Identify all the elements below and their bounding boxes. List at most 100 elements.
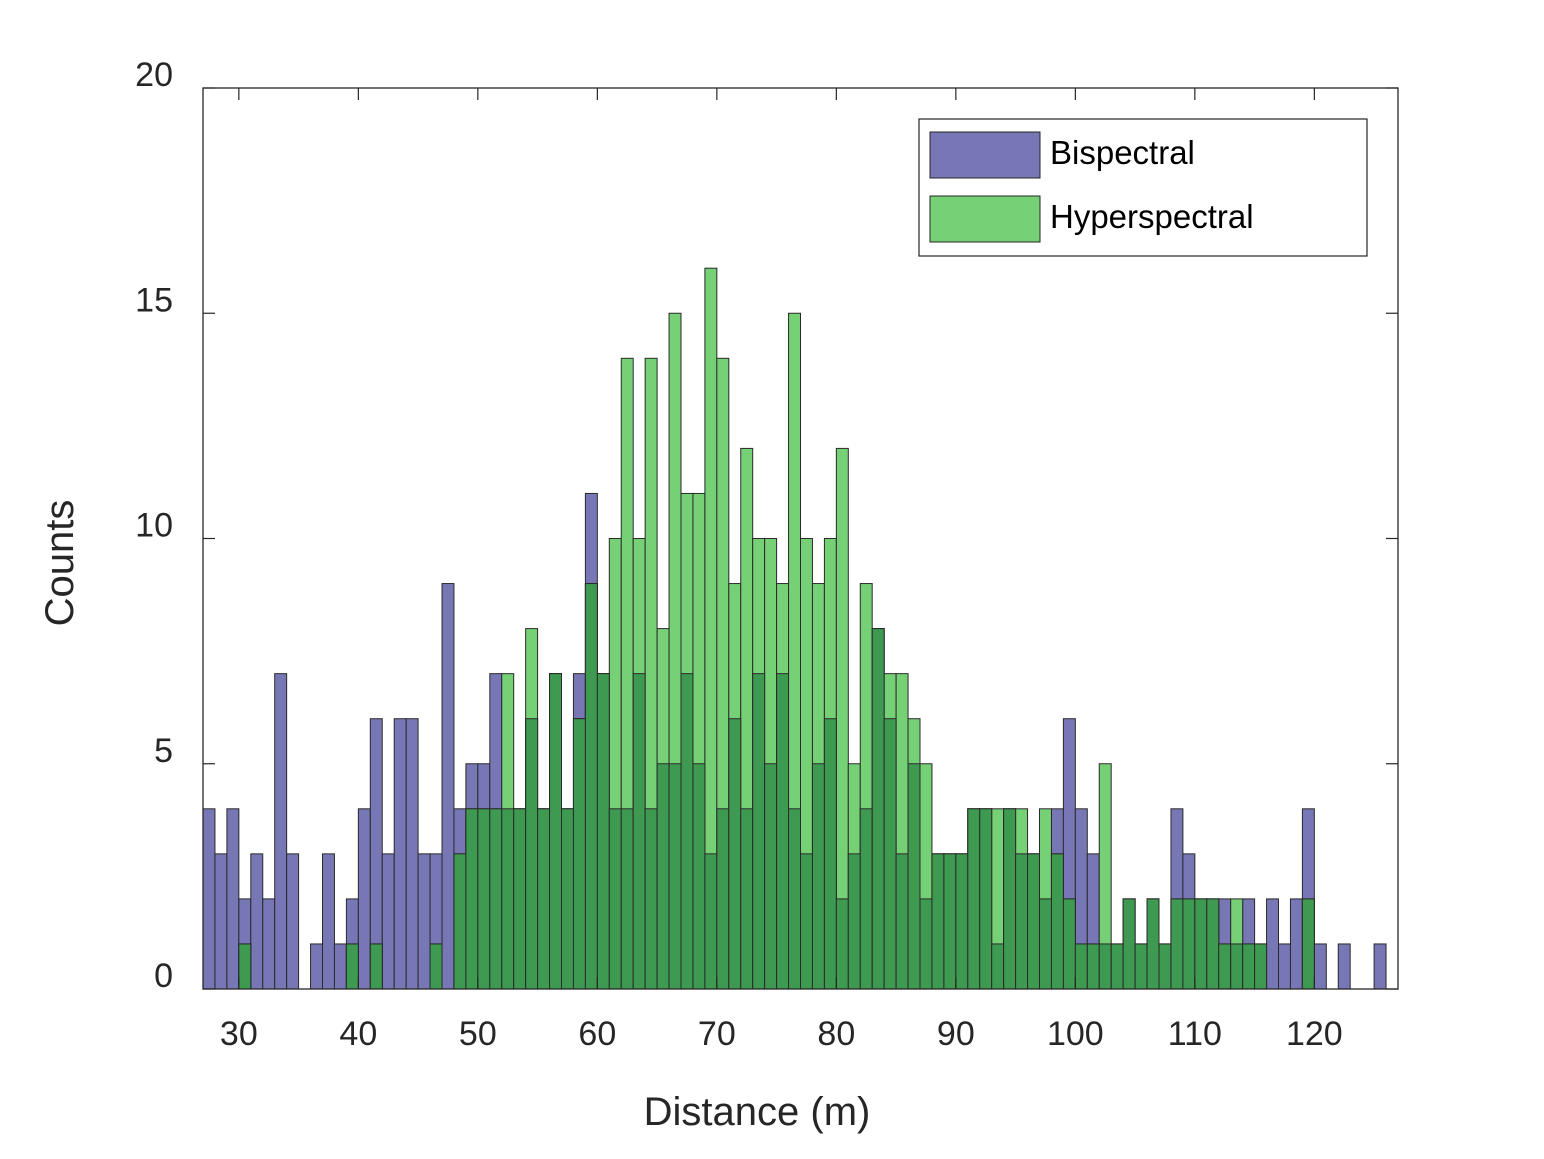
bar-overlap [608,808,622,990]
x-tick-labels: 30 40 50 60 70 80 90 100 110 120 [220,1015,1343,1053]
bar-overlap [919,898,933,990]
bar-overlap [811,763,825,990]
bar-overlap [800,853,813,990]
bar-bispectral [274,673,288,990]
bar-bispectral [1289,898,1303,990]
y-tick-label: 0 [154,957,173,995]
bar-overlap [1110,943,1124,990]
bar-bispectral [1337,943,1351,990]
bar-overlap [704,853,718,990]
bar-overlap [907,763,921,990]
bar-overlap [1206,898,1220,990]
bar-overlap [465,808,479,990]
bar-overlap [1146,898,1160,990]
bar-overlap [1003,808,1017,990]
bar-overlap [1301,898,1315,990]
bar-overlap [943,853,957,990]
bar-overlap [369,943,383,990]
bar-bispectral [441,583,455,990]
bar-bispectral [333,943,347,990]
bar-bispectral [1373,943,1387,990]
bar-overlap [692,763,706,990]
bar-overlap [680,673,694,990]
bar-overlap [1050,853,1064,990]
x-tick-label: 50 [459,1015,497,1053]
bar-overlap [1230,943,1244,990]
bar-overlap [345,943,359,990]
bar-bispectral [226,808,240,990]
bar-overlap [967,808,981,990]
bar-overlap [644,808,658,990]
bar-overlap [764,763,778,990]
bar-bispectral [214,853,228,990]
bar-overlap [632,673,646,990]
bar-overlap [1122,898,1136,990]
x-tick-label: 80 [817,1015,855,1053]
series-overlap-bars [238,583,1315,990]
y-axis-title: Counts [38,500,82,627]
bar-overlap [776,673,790,990]
legend: Bispectral Hyperspectral [918,118,1368,257]
bar-overlap [429,943,443,990]
x-axis-title: Distance (m) [644,1090,871,1134]
bar-overlap [752,673,766,990]
bar-bispectral [202,808,216,990]
x-tick-label: 40 [339,1015,377,1053]
bar-overlap [931,853,945,990]
bar-overlap [1194,898,1208,990]
bar-overlap [549,673,562,990]
bar-overlap [501,808,515,990]
bar-overlap [584,583,598,990]
bar-overlap [823,718,837,990]
bar-overlap [1098,943,1112,990]
x-tick-label: 100 [1047,1015,1104,1053]
bar-bispectral [250,853,264,990]
bar-bispectral [357,808,371,990]
y-tick-label: 15 [135,281,173,319]
bar-overlap [1242,943,1256,990]
y-tick-label: 5 [154,732,173,770]
y-tick-label: 10 [135,507,173,545]
bar-overlap [1039,898,1052,990]
bar-overlap [979,808,993,990]
bar-overlap [740,808,754,990]
bar-overlap [537,808,551,990]
x-tick-label: 90 [937,1015,975,1053]
legend-swatch-hyperspectral [929,195,1041,243]
bar-overlap [991,943,1005,990]
bar-bispectral [1278,943,1291,990]
bar-overlap [716,808,730,990]
bar-overlap [895,853,909,990]
bar-bispectral [381,853,395,990]
y-tick-labels: 0 5 10 15 20 [135,56,173,995]
axes-frame [202,87,1399,990]
bar-bispectral [310,943,323,990]
bar-overlap [1062,898,1076,990]
bar-overlap [596,673,610,990]
bar-bispectral [393,718,407,990]
x-tick-label: 30 [220,1015,258,1053]
bar-overlap [788,808,801,990]
x-tick-label: 60 [578,1015,616,1053]
bar-overlap [871,628,885,990]
bar-bispectral [1313,943,1327,990]
legend-swatch-bispectral [929,131,1041,179]
bar-overlap [620,808,634,990]
bar-bispectral [262,898,276,990]
legend-label-bispectral: Bispectral [1050,134,1195,171]
bar-bispectral [417,853,431,990]
bar-overlap [728,718,742,990]
x-tick-label: 110 [1168,1015,1222,1053]
bar-overlap [1134,943,1148,990]
bar-overlap [955,853,969,990]
bar-overlap [525,718,539,990]
bar-overlap [656,763,670,990]
bar-overlap [1218,943,1232,990]
bar-overlap [859,808,873,990]
bar-overlap [513,808,527,990]
bar-overlap [238,943,252,990]
bar-overlap [1254,943,1268,990]
bar-overlap [477,808,491,990]
bar-overlap [561,808,574,990]
